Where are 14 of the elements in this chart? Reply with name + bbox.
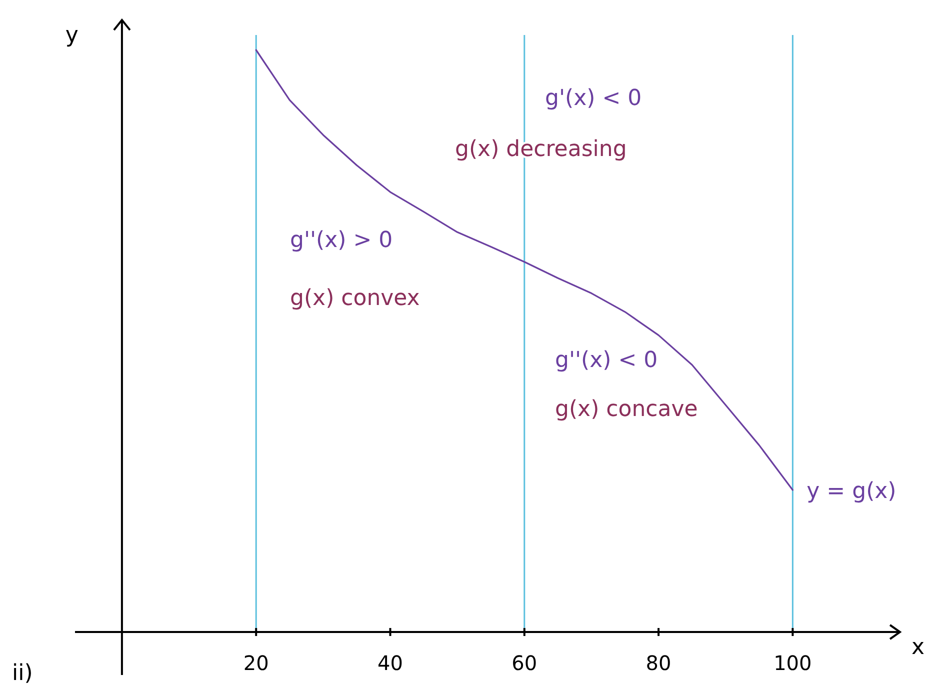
- annotation: g''(x) < 0: [555, 348, 658, 373]
- x-axis-title: x: [911, 635, 925, 660]
- x-tick-label: 20: [243, 651, 269, 675]
- annotation: y = g(x): [806, 478, 896, 504]
- x-tick-label: 60: [512, 651, 538, 675]
- y-axis-title: y: [65, 23, 78, 48]
- annotation: g(x) convex: [290, 286, 420, 311]
- annotation: g'(x) < 0: [545, 86, 642, 111]
- annotation: g''(x) > 0: [290, 228, 393, 253]
- x-tick-label: 40: [378, 651, 403, 675]
- annotation: g(x) concave: [555, 397, 698, 422]
- x-tick-label: 80: [646, 651, 672, 675]
- x-tick-label: 100: [774, 651, 812, 675]
- text: ii): [12, 661, 33, 686]
